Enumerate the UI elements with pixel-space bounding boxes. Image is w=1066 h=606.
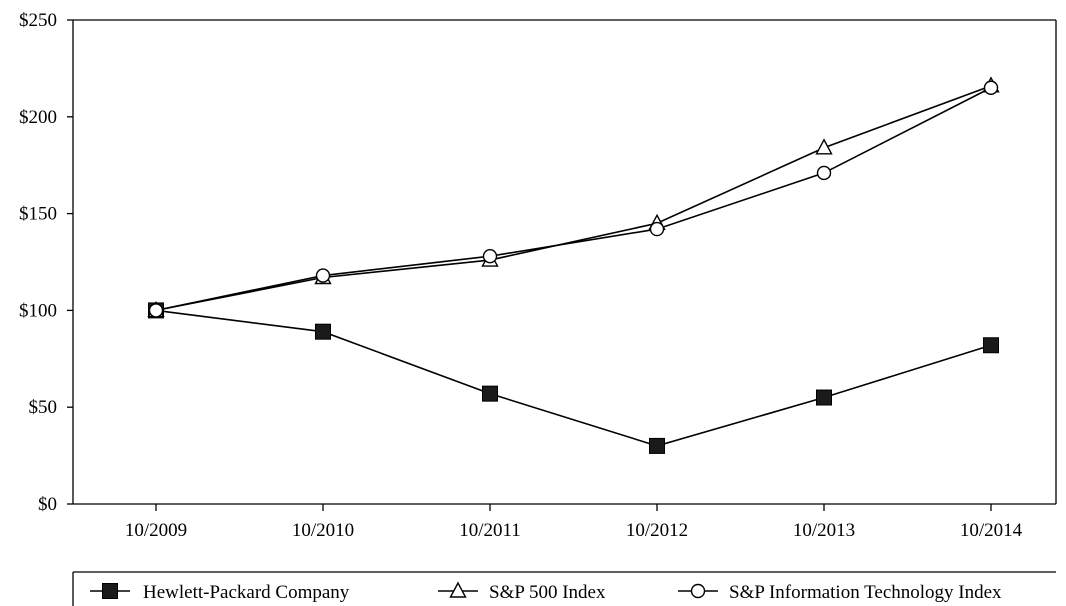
y-tick-label: $200 bbox=[19, 107, 57, 128]
y-tick-label: $250 bbox=[19, 10, 57, 31]
data-point-series-1 bbox=[315, 323, 331, 340]
y-tick-label: $100 bbox=[19, 300, 57, 321]
data-point-series-1 bbox=[983, 337, 999, 354]
legend-marker-1 bbox=[102, 583, 118, 599]
legend-label-1: Hewlett-Packard Company bbox=[143, 582, 350, 603]
data-point-series-1 bbox=[649, 437, 665, 454]
data-point-series-1 bbox=[482, 385, 498, 402]
chart-axes bbox=[72, 19, 1057, 505]
x-tick-label: 10/2011 bbox=[459, 520, 521, 541]
y-tick-label: $150 bbox=[19, 204, 57, 225]
series-line-3 bbox=[155, 87, 992, 312]
legend: Hewlett-Packard Company S&P 500 Index S&P … bbox=[72, 571, 1056, 606]
y-axis-ticks: $0 $50 $100 $150 $200 $250 bbox=[19, 10, 73, 515]
legend-label-2: S&P 500 Index bbox=[489, 582, 606, 603]
x-axis-ticks: 10/2009 10/2010 10/2011 10/2012 10/2013 10/20… bbox=[125, 504, 1023, 541]
series-line-1 bbox=[155, 309, 992, 447]
x-tick-label: 10/2014 bbox=[960, 520, 1023, 541]
legend-marker-2 bbox=[449, 581, 467, 598]
x-tick-label: 10/2010 bbox=[292, 520, 354, 541]
x-tick-label: 10/2013 bbox=[793, 520, 855, 541]
legend-marker-3 bbox=[690, 583, 706, 599]
data-point-series-2 bbox=[815, 138, 833, 155]
series-markers bbox=[147, 76, 1000, 454]
y-tick-label: $0 bbox=[38, 494, 57, 515]
x-tick-label: 10/2012 bbox=[626, 520, 688, 541]
legend-label-3: S&P Information Technology Index bbox=[729, 582, 1002, 603]
data-point-series-3 bbox=[148, 303, 164, 318]
data-point-series-3 bbox=[816, 165, 832, 181]
data-point-series-3 bbox=[482, 248, 498, 264]
y-tick-label: $50 bbox=[29, 397, 58, 418]
series-lines bbox=[155, 85, 992, 447]
data-point-series-3 bbox=[983, 80, 999, 95]
data-point-series-3 bbox=[315, 268, 331, 283]
data-point-series-1 bbox=[816, 389, 832, 406]
data-point-series-3 bbox=[649, 221, 665, 237]
x-tick-label: 10/2009 bbox=[125, 520, 187, 541]
series-line-2 bbox=[155, 85, 992, 312]
